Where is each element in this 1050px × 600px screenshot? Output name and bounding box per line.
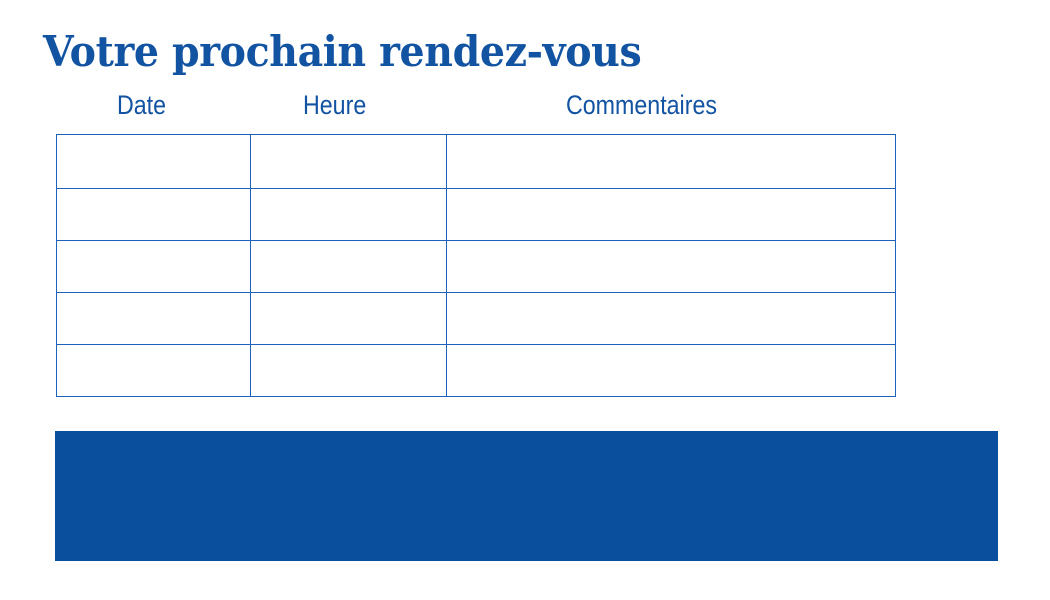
table-row: [56, 292, 896, 345]
cell-commentaires[interactable]: [446, 292, 896, 345]
cell-heure[interactable]: [250, 240, 447, 293]
footer-blue-block: [55, 431, 998, 561]
cell-commentaires[interactable]: [446, 344, 896, 397]
column-header-date: Date: [117, 90, 167, 120]
cell-commentaires[interactable]: [446, 188, 896, 241]
cell-heure[interactable]: [250, 292, 447, 345]
page-title: Votre prochain rendez-vous: [43, 27, 642, 76]
cell-date[interactable]: [56, 134, 251, 189]
cell-commentaires[interactable]: [446, 240, 896, 293]
table-column-headers: Date Heure Commentaires: [56, 88, 896, 128]
cell-date[interactable]: [56, 344, 251, 397]
column-header-commentaires: Commentaires: [566, 90, 717, 120]
column-header-heure: Heure: [303, 90, 367, 120]
appointment-table: [56, 134, 896, 397]
cell-date[interactable]: [56, 188, 251, 241]
cell-heure[interactable]: [250, 134, 447, 189]
cell-commentaires[interactable]: [446, 134, 896, 189]
cell-date[interactable]: [56, 292, 251, 345]
appointment-table-body: [56, 134, 896, 397]
table-row: [56, 134, 896, 189]
table-row: [56, 344, 896, 397]
table-row: [56, 240, 896, 293]
cell-heure[interactable]: [250, 188, 447, 241]
cell-date[interactable]: [56, 240, 251, 293]
table-row: [56, 188, 896, 241]
cell-heure[interactable]: [250, 344, 447, 397]
